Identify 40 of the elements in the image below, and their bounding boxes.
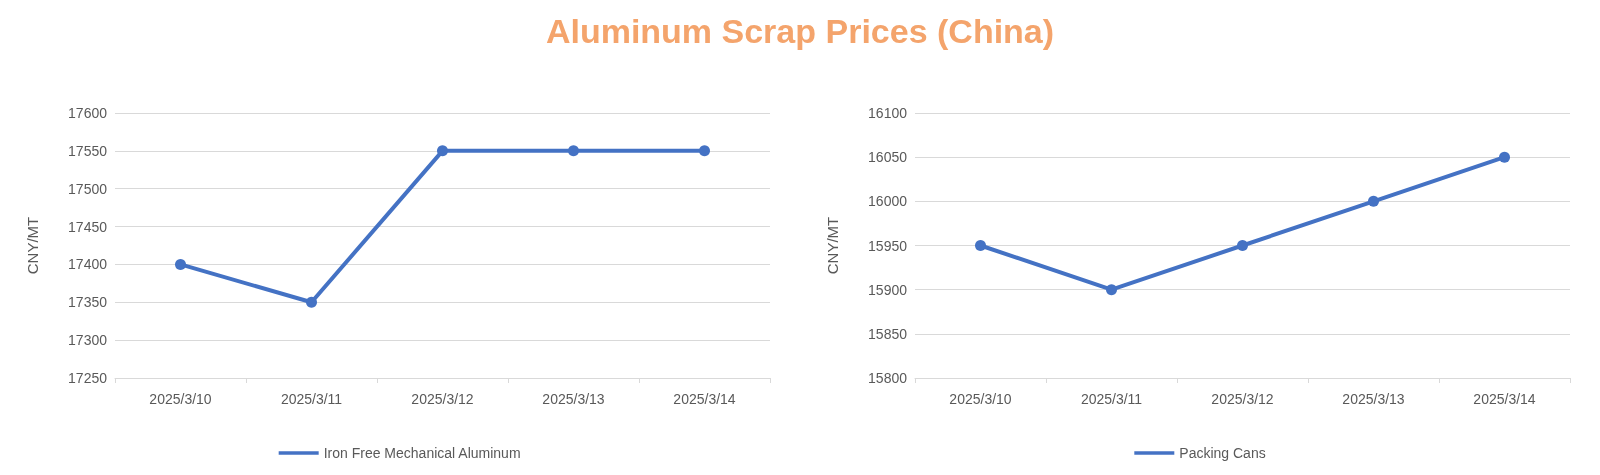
y-tick-label: 17300 xyxy=(68,332,108,349)
x-tick-label: 2025/3/13 xyxy=(542,391,605,407)
y-tick-label: 15900 xyxy=(868,281,908,298)
y-tick-label: 15950 xyxy=(868,237,908,254)
x-tick-label: 2025/3/12 xyxy=(1211,391,1274,407)
y-tick-label: 16050 xyxy=(868,149,908,166)
y-tick-label: 17250 xyxy=(68,370,108,386)
point xyxy=(568,145,579,157)
y-tick-label: 16000 xyxy=(868,193,908,210)
x-tick-label: 2025/3/13 xyxy=(1342,391,1405,407)
x-tick-label: 2025/3/10 xyxy=(149,391,212,407)
y-tick-label: 17400 xyxy=(68,256,108,273)
chart-title: Aluminum Scrap Prices (China) xyxy=(544,12,1056,51)
x-tick-label: 2025/3/14 xyxy=(1473,391,1536,407)
point xyxy=(1237,240,1248,251)
y-tick-label: 15850 xyxy=(868,325,908,342)
point xyxy=(699,145,710,157)
legend-label: Iron Free Mechanical Aluminum xyxy=(323,445,521,461)
y-tick-label: 17500 xyxy=(68,180,108,197)
y-tick-label: 15800 xyxy=(868,370,908,386)
y-axis-title: CNY/MT xyxy=(824,216,841,275)
x-tick-label: 2025/3/14 xyxy=(673,391,736,407)
y-tick-label: 17600 xyxy=(68,105,108,121)
point xyxy=(1499,151,1510,163)
point xyxy=(437,145,448,157)
x-tick-label: 2025/3/10 xyxy=(949,391,1012,407)
point xyxy=(975,240,986,251)
point xyxy=(175,258,186,270)
y-tick-label: 17550 xyxy=(68,142,108,159)
y-axis-title: CNY/MT xyxy=(24,216,41,275)
point xyxy=(306,296,317,308)
y-tick-label: 17450 xyxy=(68,218,108,235)
y-tick-label: 17350 xyxy=(68,294,108,311)
x-tick-label: 2025/3/11 xyxy=(280,391,343,407)
legend-label: Packing Cans xyxy=(1179,445,1266,461)
y-tick-label: 16100 xyxy=(868,105,908,121)
x-tick-label: 2025/3/11 xyxy=(1080,391,1143,407)
point xyxy=(1368,195,1379,207)
x-tick-label: 2025/3/12 xyxy=(411,391,474,407)
point xyxy=(1106,284,1117,296)
